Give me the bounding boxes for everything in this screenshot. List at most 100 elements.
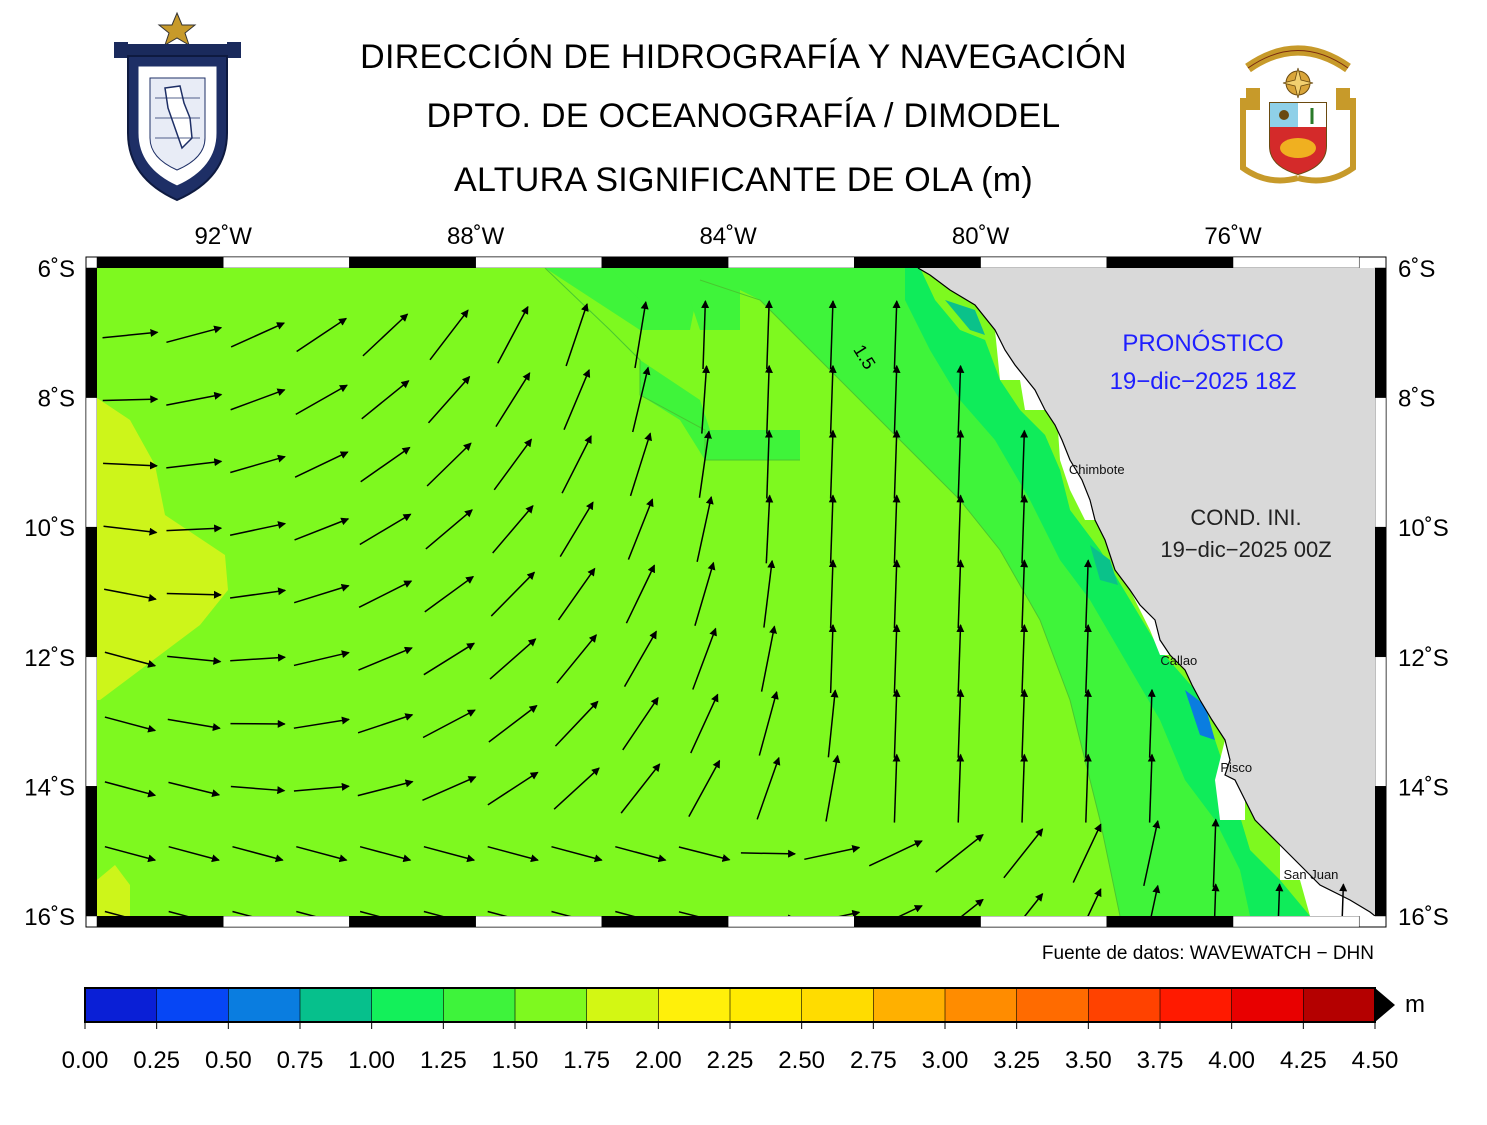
wave-arrow [634,301,649,369]
wave-arrow [615,910,636,916]
wave-arrow [956,429,965,499]
colorbar-swatch [514,987,588,1023]
source-text: Fuente de datos: WAVEWATCH − DHN [1041,943,1374,964]
wave-arrow [104,716,157,733]
wave-arrow [678,846,731,862]
wave-arrow [828,559,837,629]
lat-label-left: 16˚S [24,904,75,931]
wave-arrow [230,322,285,348]
title-line-2: DPTO. DE OCEANOGRAFÍA / DIMODEL [426,97,1061,135]
wave-arrow [701,365,711,434]
wave-arrow [838,909,861,916]
wave-arrow [758,691,779,756]
init-label: COND. INI. [1190,505,1301,530]
wave-arrow [827,689,839,758]
wave-arrow [1003,828,1044,879]
wave-arrow [622,696,659,751]
wave-arrow [488,705,538,743]
lon-label: 92˚W [195,223,253,250]
wave-arrow [230,653,286,662]
wave-arrow [825,754,841,822]
lat-label-right: 16˚S [1398,904,1449,931]
lat-label-right: 8˚S [1398,386,1435,413]
wave-arrow [490,571,536,617]
lat-label-right: 12˚S [1398,645,1449,672]
wave-arrow [102,329,159,339]
wave-arrow [497,305,529,364]
wave-arrow [892,753,901,823]
colorbar-swatch [299,987,373,1023]
colorbar-tick-label: 1.25 [420,1047,467,1074]
colorbar-tick-label: 0.00 [62,1047,109,1074]
wave-arrow [422,709,476,739]
wave-arrow [296,910,317,916]
wave-arrow [358,580,413,608]
wave-arrow [429,309,469,361]
wave-arrow [1147,688,1156,758]
wave-arrow [1275,883,1284,916]
wave-arrow [956,753,965,823]
wave-arrow [102,395,159,404]
lat-label-left: 12˚S [24,645,75,672]
colorbar-swatch [944,987,1018,1023]
wave-arrow [565,303,589,367]
wave-arrow [296,317,347,353]
wave-arrow [229,587,287,599]
wave-arrow [956,624,965,694]
colorbar-swatch [156,987,230,1023]
wave-arrow [1339,883,1348,916]
wave-arrow [361,380,410,420]
wave-arrow [696,495,714,563]
wave-arrow [293,650,350,667]
wave-arrow [423,642,476,676]
place-label: San Juan [1283,867,1338,882]
sea-band-1_25-c [640,360,800,460]
forecast-label: PRONÓSTICO [1122,330,1283,357]
wave-arrow [295,384,348,416]
wave-arrow [698,430,712,498]
colorbar-tick-label: 2.50 [778,1047,825,1074]
wave-arrow [892,364,901,434]
wave-arrow [167,718,221,732]
wave-arrow [892,300,901,370]
wave-arrow [495,372,531,427]
wave-arrow [1150,884,1161,916]
colorbar-tick-label: 0.75 [277,1047,324,1074]
wave-arrow [692,627,717,690]
colorbar-tick-label: 2.75 [850,1047,897,1074]
wave-arrow [1211,883,1220,916]
colorbar-swatch [443,987,516,1023]
wave-arrow [1020,688,1029,758]
wave-arrow [956,494,965,564]
colorbar-swatch [1303,987,1376,1023]
wave-arrow [1072,823,1102,883]
title-line-1: DIRECCIÓN DE HIDROGRAFÍA Y NAVEGACIÓN [360,38,1127,76]
place-label: Callao [1160,653,1197,668]
sea-band-1_75 [97,398,228,700]
wave-arrow [764,300,773,370]
wave-arrow [1083,688,1092,758]
colorbar-tick-label: 2.00 [635,1047,682,1074]
wave-arrow [701,300,710,370]
wave-arrow [1087,888,1102,916]
colorbar-tick-label: 3.75 [1137,1047,1184,1074]
wave-arrow [756,756,781,820]
wave-arrow [892,624,901,694]
place-label: Pisco [1220,760,1252,775]
colorbar: 0.00 0.25 0.50 0.75 1.00 1.25 1.50 1.75 2.00 2.25… [62,987,1398,1074]
wave-arrow [359,513,412,546]
wave-arrow [892,688,901,758]
wave-arrow [230,388,286,411]
wave-arrow [1211,818,1220,888]
wave-arrow [493,438,532,491]
wave-arrow [629,432,652,497]
sea-band-1_25-b [610,268,740,330]
sea-band-0_75-a [945,300,985,335]
wave-arrow [487,771,539,806]
colorbar-swatch [1231,987,1305,1023]
wave-arrow [625,564,656,624]
wave-arrow [104,845,157,863]
wave-arrow [104,781,157,798]
wave-arrow [492,505,534,554]
wave-arrow [427,375,471,424]
